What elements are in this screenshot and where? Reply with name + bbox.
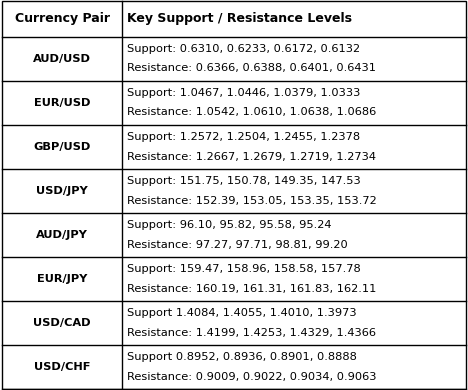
Text: Support: 1.0467, 1.0446, 1.0379, 1.0333: Support: 1.0467, 1.0446, 1.0379, 1.0333 — [126, 88, 360, 98]
Text: Support: 0.6310, 0.6233, 0.6172, 0.6132: Support: 0.6310, 0.6233, 0.6172, 0.6132 — [126, 44, 360, 54]
Text: USD/CHF: USD/CHF — [34, 362, 90, 372]
Text: Currency Pair: Currency Pair — [15, 12, 110, 25]
Text: AUD/JPY: AUD/JPY — [36, 230, 88, 240]
Text: Key Support / Resistance Levels: Key Support / Resistance Levels — [127, 12, 352, 25]
Text: Resistance: 1.4199, 1.4253, 1.4329, 1.4366: Resistance: 1.4199, 1.4253, 1.4329, 1.43… — [126, 328, 375, 338]
Text: Resistance: 0.9009, 0.9022, 0.9034, 0.9063: Resistance: 0.9009, 0.9022, 0.9034, 0.90… — [126, 372, 376, 382]
Text: Resistance: 160.19, 161.31, 161.83, 162.11: Resistance: 160.19, 161.31, 161.83, 162.… — [126, 284, 376, 294]
Text: Support: 151.75, 150.78, 149.35, 147.53: Support: 151.75, 150.78, 149.35, 147.53 — [126, 176, 360, 186]
Text: Resistance: 152.39, 153.05, 153.35, 153.72: Resistance: 152.39, 153.05, 153.35, 153.… — [126, 196, 376, 206]
Text: Support 1.4084, 1.4055, 1.4010, 1.3973: Support 1.4084, 1.4055, 1.4010, 1.3973 — [126, 308, 356, 318]
Text: Resistance: 0.6366, 0.6388, 0.6401, 0.6431: Resistance: 0.6366, 0.6388, 0.6401, 0.64… — [126, 64, 375, 73]
Text: AUD/USD: AUD/USD — [33, 54, 91, 64]
Text: Support 0.8952, 0.8936, 0.8901, 0.8888: Support 0.8952, 0.8936, 0.8901, 0.8888 — [126, 353, 357, 362]
Text: Support: 1.2572, 1.2504, 1.2455, 1.2378: Support: 1.2572, 1.2504, 1.2455, 1.2378 — [126, 132, 360, 142]
Text: Resistance: 1.2667, 1.2679, 1.2719, 1.2734: Resistance: 1.2667, 1.2679, 1.2719, 1.27… — [126, 152, 375, 161]
Text: Resistance: 1.0542, 1.0610, 1.0638, 1.0686: Resistance: 1.0542, 1.0610, 1.0638, 1.06… — [126, 108, 376, 117]
Text: EUR/USD: EUR/USD — [34, 98, 90, 108]
Text: USD/JPY: USD/JPY — [36, 186, 88, 196]
Text: Support: 159.47, 158.96, 158.58, 157.78: Support: 159.47, 158.96, 158.58, 157.78 — [126, 264, 360, 274]
Text: USD/CAD: USD/CAD — [33, 318, 91, 328]
Text: Resistance: 97.27, 97.71, 98.81, 99.20: Resistance: 97.27, 97.71, 98.81, 99.20 — [126, 240, 347, 250]
Text: EUR/JPY: EUR/JPY — [37, 274, 88, 284]
Text: GBP/USD: GBP/USD — [33, 142, 91, 152]
Text: Support: 96.10, 95.82, 95.58, 95.24: Support: 96.10, 95.82, 95.58, 95.24 — [126, 220, 331, 230]
